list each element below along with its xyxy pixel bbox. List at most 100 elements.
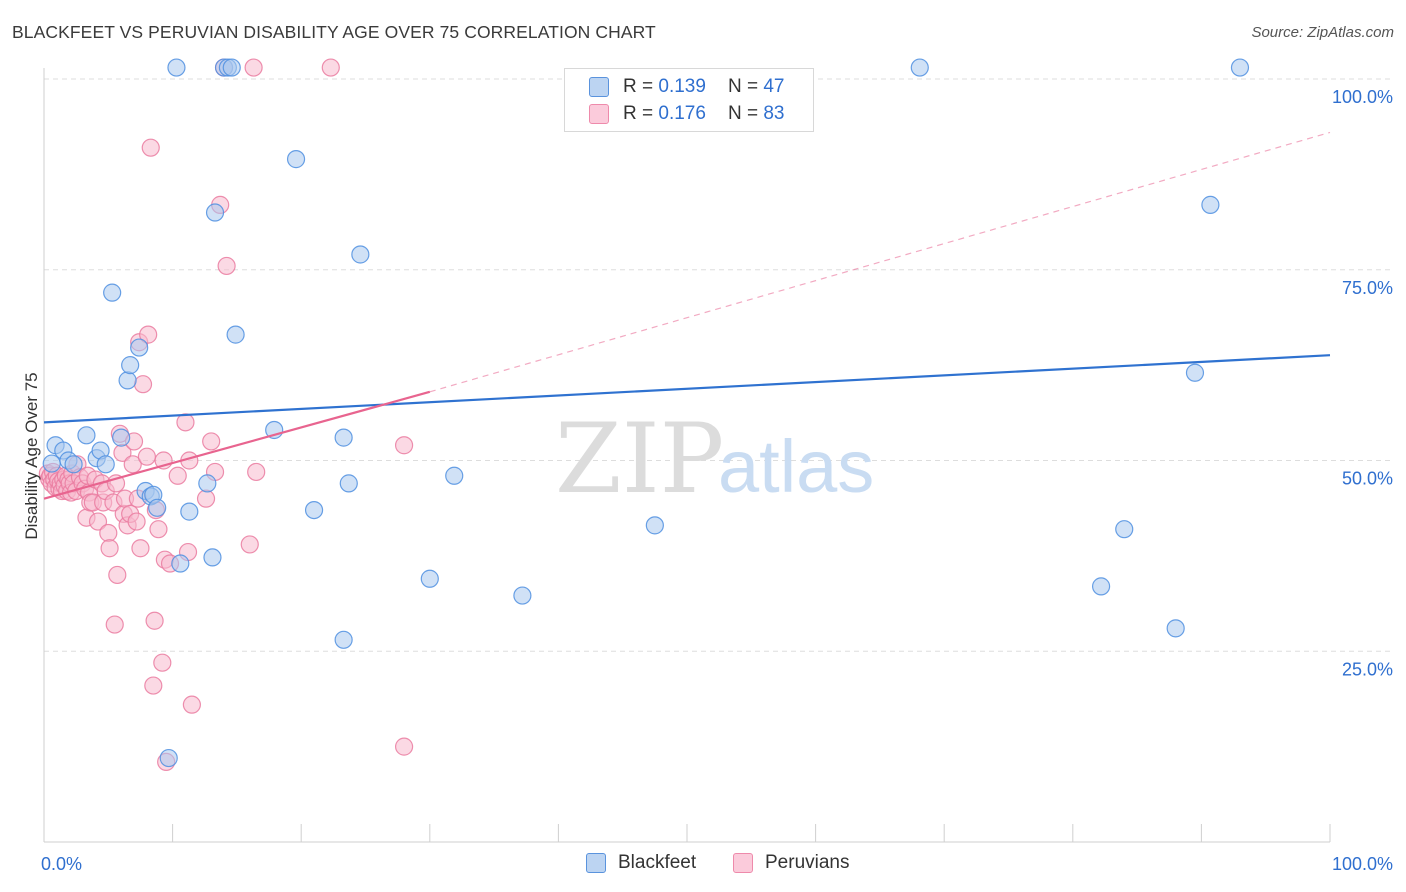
blackfeet-point — [304, 500, 324, 520]
peruvians-point — [108, 565, 127, 585]
blackfeet-n-value: 47 — [763, 76, 785, 97]
peruvians-point — [196, 489, 216, 508]
blackfeet-r-value: 0.139 — [658, 76, 706, 97]
peruvians-point — [176, 413, 195, 432]
peruvians-point — [127, 512, 146, 531]
blackfeet-point — [1185, 363, 1205, 382]
peruvians-point — [168, 466, 187, 485]
peruvians-point — [100, 539, 119, 558]
peruvians-trend-line — [43, 390, 431, 500]
correlation-legend: R = 0.139 N = 47 R = 0.176 N = 83 — [564, 68, 814, 132]
blackfeet-point — [1115, 520, 1134, 539]
legend-row-peruvians: R = 0.176 N = 83 — [589, 102, 784, 126]
peruvians-point — [321, 58, 340, 77]
peruvians-point — [217, 256, 236, 276]
peruvians-point — [141, 138, 160, 157]
blackfeet-point — [226, 325, 245, 344]
blackfeet-point — [130, 338, 149, 357]
peruvians-point — [244, 58, 263, 77]
blackfeet-point — [286, 150, 306, 169]
y-tick-label-50: 50.0% — [1342, 469, 1393, 489]
blackfeet-point — [910, 58, 929, 77]
peruvians-trend-extension — [429, 131, 1331, 393]
y-tick-label-100: 100.0% — [1332, 87, 1393, 107]
peruvians-point — [182, 695, 201, 714]
blackfeet-point — [205, 203, 225, 222]
blackfeet-point — [339, 474, 358, 493]
peruvians-legend-label: Peruvians — [765, 852, 850, 873]
y-tick-label-25: 25.0% — [1342, 659, 1393, 679]
legend-row-blackfeet: R = 0.139 N = 47 — [589, 75, 784, 99]
peruvians-point — [144, 676, 163, 695]
r-label: R = — [623, 103, 654, 124]
peruvians-point — [153, 653, 172, 672]
tick-label-layer: 25.0% 50.0% 75.0% 100.0% 0.0% 100.0% — [41, 87, 1393, 874]
blackfeet-point — [445, 466, 464, 485]
blackfeet-point — [1230, 58, 1250, 77]
peruvians-point — [394, 737, 414, 756]
blackfeet-point — [159, 748, 178, 768]
legend-item-blackfeet[interactable]: Blackfeet — [586, 852, 696, 874]
blackfeet-point — [64, 455, 83, 474]
blackfeet-point — [1201, 195, 1220, 214]
x-tick-label-0: 0.0% — [41, 854, 82, 874]
blackfeet-point — [77, 426, 96, 445]
y-axis-label: Disability Age Over 75 — [22, 372, 41, 540]
peruvians-point — [149, 520, 168, 539]
blackfeet-legend-label: Blackfeet — [618, 852, 697, 873]
blackfeet-point — [96, 455, 115, 474]
blackfeet-point — [121, 356, 140, 375]
watermark-atlas: atlas — [718, 425, 874, 508]
peruvians-point — [394, 436, 414, 455]
blackfeet-trend-line — [43, 354, 1331, 424]
peruvians-point — [99, 523, 118, 543]
peruvians-point — [133, 375, 153, 394]
blackfeet-point — [420, 569, 439, 588]
blackfeet-point — [222, 58, 241, 77]
blackfeet-point — [180, 502, 199, 521]
points-layer — [38, 58, 1250, 771]
peruvians-point — [139, 325, 158, 344]
blackfeet-point — [198, 474, 217, 493]
peruvians-r-value: 0.176 — [658, 103, 706, 124]
series-legend: Blackfeet Peruvians — [0, 852, 1406, 876]
blackfeet-point — [167, 58, 186, 77]
blackfeet-point — [645, 516, 664, 535]
watermark: ZIP atlas — [555, 403, 874, 515]
blackfeet-point — [334, 428, 353, 447]
peruvians-point — [105, 615, 124, 634]
grid-layer — [44, 78, 1390, 652]
blackfeet-point — [203, 548, 222, 567]
n-label: N = — [727, 103, 759, 124]
blackfeet-point — [148, 498, 167, 517]
peruvians-swatch — [589, 104, 609, 124]
blackfeet-point — [351, 245, 370, 264]
peruvians-point — [202, 432, 221, 451]
peruvians-point — [247, 462, 266, 482]
legend-item-peruvians[interactable]: Peruvians — [733, 852, 850, 874]
source-label: Source: ZipAtlas.com — [1251, 24, 1394, 41]
blackfeet-point — [118, 371, 137, 390]
peruvians-point — [240, 535, 259, 554]
peruvians-point — [88, 512, 108, 531]
r-label: R = — [623, 76, 654, 97]
blackfeet-point — [1166, 619, 1185, 638]
blackfeet-legend-swatch — [586, 853, 606, 873]
axis-layer — [43, 68, 1331, 843]
peruvians-point — [123, 455, 142, 474]
chart-title: BLACKFEET VS PERUVIAN DISABILITY AGE OVE… — [12, 22, 656, 42]
peruvians-legend-swatch — [733, 853, 753, 873]
peruvians-n-value: 83 — [763, 103, 785, 124]
n-label: N = — [727, 76, 759, 97]
y-tick-label-75: 75.0% — [1342, 278, 1393, 298]
blackfeet-point — [1091, 577, 1111, 596]
blackfeet-point — [334, 630, 353, 649]
blackfeet-point — [103, 283, 122, 302]
trend-layer — [43, 131, 1331, 500]
watermark-zip: ZIP — [555, 403, 724, 515]
x-tick-label-100: 100.0% — [1332, 854, 1393, 874]
blackfeet-point — [513, 586, 532, 605]
peruvians-point — [145, 611, 164, 630]
peruvians-point — [137, 447, 156, 466]
